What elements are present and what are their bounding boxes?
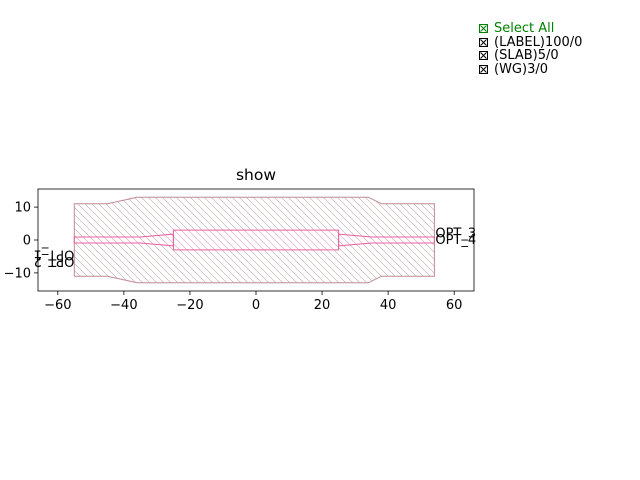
chart-title: show: [236, 166, 276, 184]
x-tick-label: −40: [110, 298, 137, 313]
x-tick-label: 0: [252, 298, 260, 313]
select-all-label: Select All: [494, 21, 555, 36]
x-tick-label: 20: [314, 298, 331, 313]
legend-item-slab[interactable]: (SLAB)5/0: [479, 49, 582, 63]
legend-item-label[interactable]: (LABEL)100/0: [479, 34, 583, 50]
y-tick-label: 0: [23, 234, 31, 249]
geometry-layer: [73, 196, 435, 284]
layer-legend: Select All (LABEL)100/0 (SLAB)5/0 (WG)3/…: [479, 22, 582, 76]
x-tick-label: 60: [446, 298, 463, 313]
wg-polygon-2: [172, 229, 340, 251]
x-tick-label: 40: [380, 298, 397, 313]
x-tick-label: −60: [44, 298, 71, 313]
port-label: OPT_2: [34, 253, 75, 268]
checkbox-checked-icon[interactable]: [479, 64, 488, 74]
wg-polygon-3: [338, 233, 435, 247]
legend-item-text: (SLAB)5/0: [494, 48, 559, 63]
y-tick-label: 10: [14, 201, 31, 216]
port-label: OPT_3: [435, 226, 476, 241]
legend-item-text: (WG)3/0: [494, 61, 548, 77]
y-tick-label: −10: [4, 266, 31, 281]
axis-ticks: −60 −40 −20 0 20 40 60 −10 0 10: [4, 201, 463, 313]
checkbox-checked-icon[interactable]: [479, 37, 488, 47]
x-tick-label: −20: [176, 298, 203, 313]
legend-item-wg[interactable]: (WG)3/0: [479, 61, 582, 77]
port-label: OPT_4: [435, 233, 476, 248]
checkbox-checked-icon[interactable]: [479, 51, 488, 61]
legend-item-text: (LABEL)100/0: [494, 34, 583, 50]
select-all-toggle[interactable]: Select All: [479, 22, 582, 36]
port-label: OPT_1: [34, 247, 75, 262]
checkbox-checked-icon[interactable]: [479, 24, 488, 34]
